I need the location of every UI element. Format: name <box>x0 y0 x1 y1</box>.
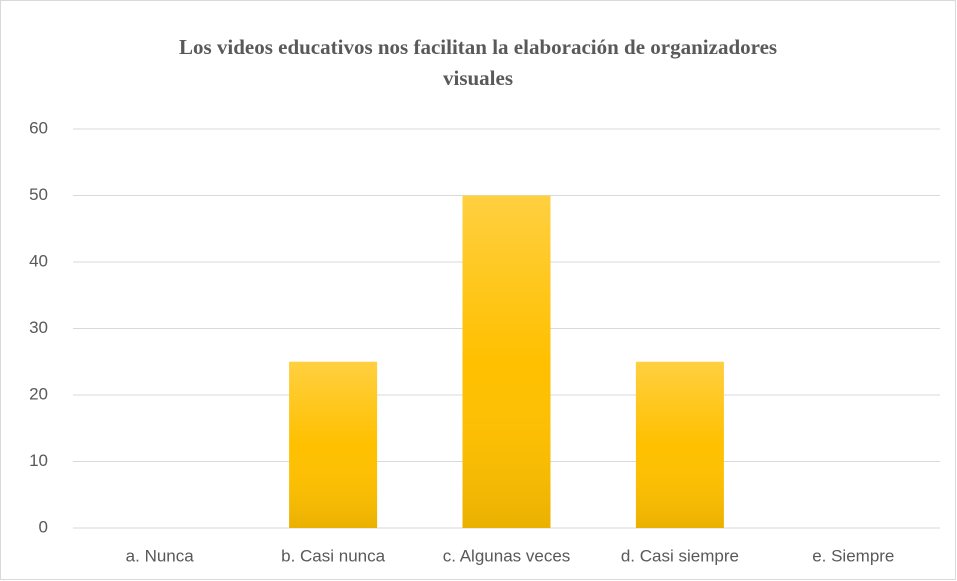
chart-title: Los videos educativos nos facilitan la e… <box>178 35 778 90</box>
bar-shading <box>289 361 378 528</box>
y-tick-label: 50 <box>29 185 48 204</box>
y-tick-label: 40 <box>29 251 48 270</box>
y-tick-label: 10 <box>29 451 48 470</box>
y-tick-label: 0 <box>39 517 48 536</box>
y-tick-label: 60 <box>29 118 48 137</box>
bar-shading <box>635 361 724 528</box>
x-tick-label: a. Nunca <box>126 546 195 565</box>
y-tick-label: 30 <box>29 318 48 337</box>
x-tick-label: e. Siempre <box>812 546 894 565</box>
x-tick-label: c. Algunas veces <box>443 546 571 565</box>
y-tick-label: 20 <box>29 384 48 403</box>
bar-shading <box>462 195 551 528</box>
x-tick-label: b. Casi nunca <box>281 546 385 565</box>
x-tick-label: d. Casi siempre <box>621 546 739 565</box>
